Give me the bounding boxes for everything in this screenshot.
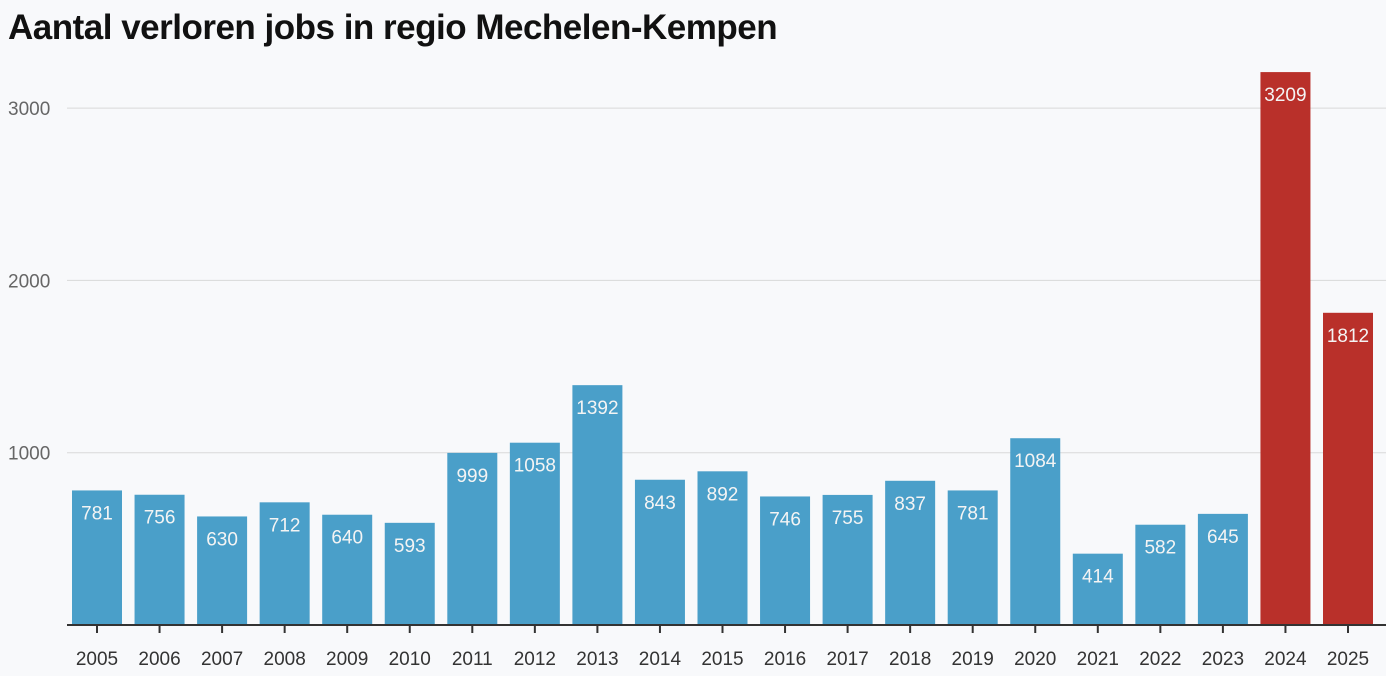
bar-2019 <box>947 490 998 625</box>
data-label-2005: 781 <box>81 503 113 524</box>
x-tick-label: 2017 <box>826 649 868 670</box>
x-tick-label: 2007 <box>201 649 243 670</box>
bar-2014 <box>634 479 685 625</box>
y-tick-label: 3000 <box>8 99 50 120</box>
data-label-2017: 755 <box>832 508 864 529</box>
bar-2005 <box>72 490 122 625</box>
bar-2008 <box>259 502 310 625</box>
data-label-2008: 712 <box>269 515 301 536</box>
data-label-2011: 999 <box>456 466 488 487</box>
data-label-2007: 630 <box>206 529 238 550</box>
data-label-2020: 1084 <box>1014 451 1057 472</box>
x-tick-label: 2008 <box>264 649 306 670</box>
bar-2007 <box>197 516 248 625</box>
x-tick-label: 2006 <box>138 649 180 670</box>
bar-2020 <box>1010 438 1061 625</box>
x-tick-label: 2021 <box>1077 649 1119 670</box>
bar-2011 <box>447 452 498 625</box>
data-label-2010: 593 <box>394 536 426 557</box>
y-tick-label: 2000 <box>8 271 50 292</box>
data-label-2009: 640 <box>331 528 363 549</box>
bar-2022 <box>1135 524 1186 625</box>
x-tick-label: 2018 <box>889 649 931 670</box>
x-tick-label: 2016 <box>764 649 806 670</box>
data-label-2023: 645 <box>1207 527 1239 548</box>
x-tick-label: 2015 <box>701 649 743 670</box>
data-label-2024: 3209 <box>1264 85 1306 106</box>
data-label-2019: 781 <box>957 503 989 524</box>
x-tick-label: 2019 <box>952 649 994 670</box>
x-tick-label: 2013 <box>576 649 618 670</box>
data-label-2022: 582 <box>1144 538 1176 559</box>
bar-2015 <box>697 471 748 625</box>
x-tick-label: 2020 <box>1014 649 1056 670</box>
x-tick-label: 2009 <box>326 649 368 670</box>
bar-2013 <box>572 385 623 625</box>
x-tick-label: 2023 <box>1202 649 1244 670</box>
x-tick-label: 2025 <box>1327 649 1369 670</box>
data-label-2006: 756 <box>144 508 176 529</box>
x-tick-label: 2022 <box>1139 649 1181 670</box>
x-tick-label: 2024 <box>1264 649 1307 670</box>
bar-2017 <box>822 494 873 625</box>
bar-2025 <box>1323 312 1373 625</box>
data-label-2021: 414 <box>1082 567 1114 588</box>
data-label-2013: 1392 <box>576 398 618 419</box>
x-tick-label: 2010 <box>389 649 431 670</box>
bar-2024 <box>1260 72 1311 626</box>
bar-2023 <box>1197 513 1248 625</box>
data-label-2016: 746 <box>769 509 801 530</box>
x-tick-label: 2014 <box>639 649 682 670</box>
data-label-2014: 843 <box>644 493 676 514</box>
x-tick-label: 2012 <box>514 649 556 670</box>
x-tick-label: 2005 <box>76 649 118 670</box>
chart-title: Aantal verloren jobs in regio Mechelen-K… <box>8 8 778 47</box>
x-tick-label: 2011 <box>452 649 493 670</box>
bar-2006 <box>134 494 185 625</box>
data-label-2015: 892 <box>707 484 739 505</box>
bar-2018 <box>885 480 936 625</box>
bar-2016 <box>760 496 811 625</box>
bar-2009 <box>322 514 373 625</box>
data-label-2018: 837 <box>894 494 926 515</box>
bar-2010 <box>384 522 435 625</box>
data-label-2012: 1058 <box>514 456 556 477</box>
data-label-2025: 1812 <box>1327 326 1369 347</box>
y-tick-label: 1000 <box>8 444 50 465</box>
bar-2012 <box>509 442 560 625</box>
bar-2021 <box>1072 553 1123 625</box>
